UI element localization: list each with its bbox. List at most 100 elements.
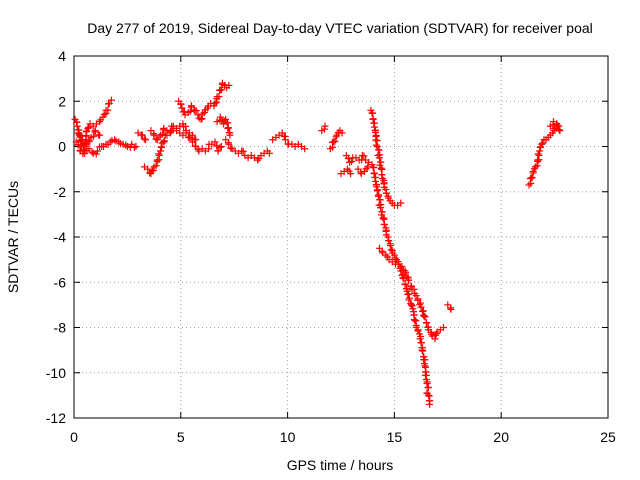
data-point [536, 143, 544, 151]
data-point [149, 166, 157, 174]
chart-title: Day 277 of 2019, Sidereal Day-to-day VTE… [87, 20, 593, 36]
y-axis-label: SDTVAR / TECUs [5, 181, 21, 293]
data-point [418, 307, 426, 315]
data-point [400, 274, 408, 282]
data-point [226, 131, 234, 139]
data-point [106, 138, 114, 146]
data-point [142, 136, 150, 144]
data-point [421, 313, 429, 321]
data-point [140, 135, 148, 143]
data-point [160, 138, 168, 146]
x-tick-label: 25 [600, 429, 616, 445]
data-point [426, 400, 434, 408]
data-point [73, 118, 81, 126]
data-point [111, 136, 119, 144]
data-point [187, 134, 195, 142]
data-point [216, 113, 224, 121]
data-point [370, 170, 378, 178]
x-tick-label: 0 [70, 429, 78, 445]
data-point [216, 143, 224, 151]
data-point [379, 214, 387, 222]
data-point [405, 296, 413, 304]
data-point [138, 131, 146, 139]
y-tick-label: -12 [46, 410, 66, 426]
data-point [330, 138, 338, 146]
data-point [525, 181, 533, 189]
data-point [167, 128, 175, 136]
data-point [417, 303, 425, 311]
data-point [100, 111, 108, 119]
data-point [421, 356, 429, 364]
data-point [405, 276, 413, 284]
data-point [420, 312, 428, 320]
data-point [432, 330, 440, 338]
data-point [213, 142, 221, 150]
y-tick-label: 4 [58, 48, 66, 64]
data-point [432, 331, 440, 339]
data-point [374, 192, 382, 200]
data-point [225, 81, 233, 89]
y-tick-label: -4 [54, 229, 67, 245]
data-point [398, 262, 406, 270]
data-point [227, 144, 235, 152]
data-point [416, 335, 424, 343]
x-axis-label: GPS time / hours [287, 457, 394, 473]
data-point [96, 118, 104, 126]
data-point [177, 100, 185, 108]
data-point [447, 305, 455, 313]
data-point [265, 149, 273, 157]
data-point [536, 147, 544, 155]
x-tick-label: 10 [280, 429, 296, 445]
data-point [424, 383, 432, 391]
data-point [423, 378, 431, 386]
data-point [347, 158, 355, 166]
data-point [74, 141, 82, 149]
data-point [411, 317, 419, 325]
data-point [412, 292, 420, 300]
y-tick-label: -2 [54, 184, 67, 200]
data-point [410, 316, 418, 324]
data-point [369, 115, 377, 123]
data-point [425, 391, 433, 399]
y-tick-label: -8 [54, 320, 67, 336]
data-point [383, 189, 391, 197]
data-point [422, 319, 430, 327]
data-point [211, 138, 219, 146]
data-point [419, 347, 427, 355]
data-point [416, 299, 424, 307]
data-point [85, 123, 93, 131]
data-point [144, 165, 152, 173]
data-point [84, 138, 92, 146]
data-point [402, 269, 410, 277]
data-point [373, 143, 381, 150]
data-point [79, 136, 87, 144]
data-point [527, 174, 535, 182]
data-point [528, 173, 536, 181]
data-point [222, 115, 230, 123]
data-point [387, 246, 395, 254]
data-point [73, 122, 81, 130]
data-point [374, 186, 382, 194]
y-tick-label: 2 [58, 93, 66, 109]
data-point [157, 147, 165, 155]
x-tick-label: 15 [387, 429, 403, 445]
data-point [377, 211, 385, 219]
data-points [71, 79, 564, 408]
data-point [130, 143, 138, 151]
data-point [77, 132, 85, 140]
data-point [107, 96, 115, 104]
y-tick-label: -6 [54, 274, 67, 290]
data-point [104, 106, 112, 114]
data-point [301, 145, 309, 153]
data-point [321, 122, 329, 130]
data-point [152, 162, 160, 170]
data-point [197, 115, 205, 123]
data-point [211, 99, 219, 107]
data-point [380, 220, 388, 228]
data-point [217, 143, 225, 150]
data-point [148, 167, 156, 175]
data-point [93, 147, 101, 155]
data-point [368, 109, 376, 117]
data-point [178, 104, 186, 112]
